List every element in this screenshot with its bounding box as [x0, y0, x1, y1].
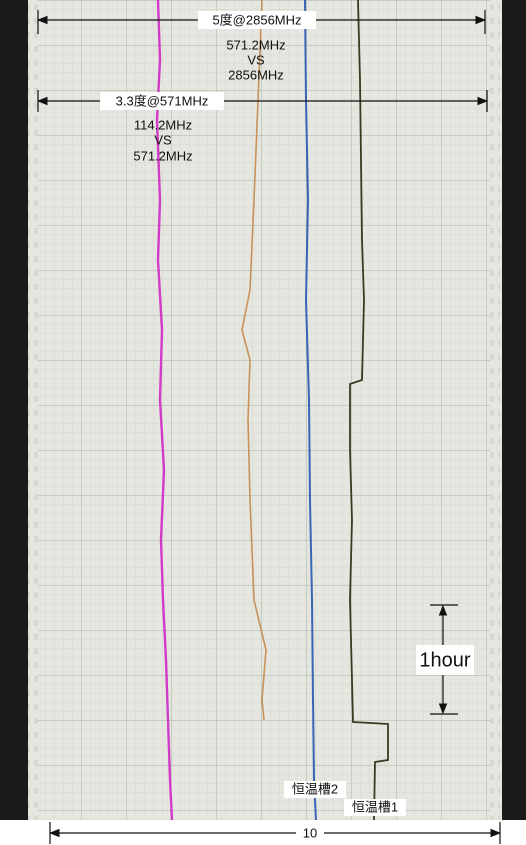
span-label: 5度@2856MHz	[212, 12, 301, 27]
grid	[38, 0, 490, 820]
note-line: 2856MHz	[228, 67, 284, 82]
label-box	[344, 799, 406, 816]
perforation-left	[28, 0, 38, 820]
trace-label: 恒温槽2	[292, 781, 338, 796]
dark-edge-right	[500, 0, 526, 820]
span-label: 10	[303, 825, 317, 840]
label-box	[198, 11, 316, 29]
note-line: 571.2MHz	[226, 37, 285, 52]
trace-label: 恒温槽1	[352, 799, 398, 814]
span-label: 3.3度@571MHz	[116, 93, 209, 108]
trace-orange	[241, 0, 267, 721]
note-line: 571.2MHz	[133, 148, 192, 163]
label-box	[296, 825, 324, 842]
trace-olive	[349, 0, 389, 821]
label-box	[416, 645, 474, 675]
trace-blue	[304, 0, 317, 821]
note-line: 114.2MHz	[134, 117, 192, 132]
time-label: 1hour	[419, 649, 470, 671]
note-line: VS	[247, 52, 265, 67]
perforation-right	[490, 0, 500, 820]
trace-magenta	[155, 0, 174, 821]
note-line: VS	[154, 132, 172, 147]
label-box	[100, 92, 224, 110]
label-box	[284, 781, 346, 798]
